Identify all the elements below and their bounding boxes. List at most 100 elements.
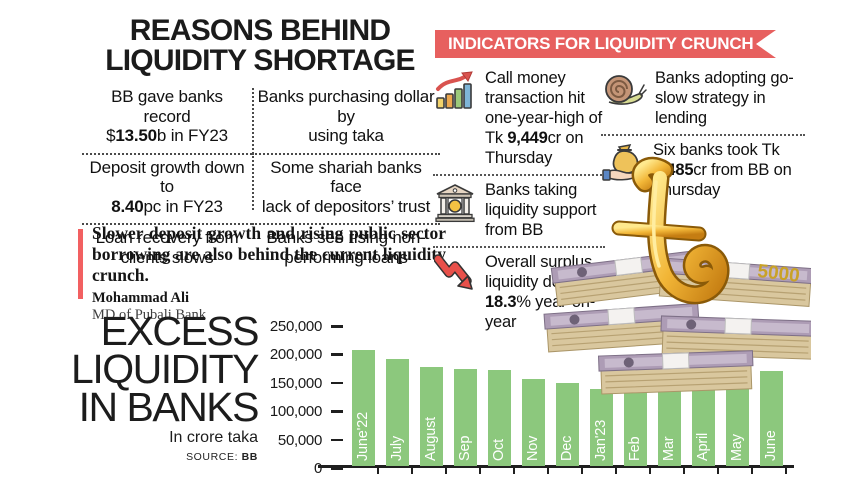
reason-cell: BB gave banks record $13.50b in FY23 — [82, 84, 252, 155]
x-tick-mark — [411, 466, 413, 474]
x-tick-mark — [513, 466, 515, 474]
x-tick-mark — [479, 466, 481, 474]
text-segment: Banks adopting go-slow strategy in lendi… — [655, 69, 794, 127]
quote-author-role: MD of Pubali Bank — [92, 307, 206, 323]
y-tick-label: 200,000 — [269, 346, 322, 364]
source-value: BB — [241, 451, 258, 463]
x-tick-mark — [377, 466, 379, 474]
bar-sep: Sep — [454, 369, 477, 466]
y-tick-label: 250,000 — [269, 318, 322, 335]
money-bag-icon — [601, 140, 645, 200]
snail-icon — [601, 68, 647, 128]
reasons-title: REASONS BEHIND LIQUIDITY SHORTAGE — [70, 16, 450, 76]
x-tick-mark — [751, 466, 753, 474]
text-segment: cr on Thursday — [485, 129, 584, 167]
indicators-banner: INDICATORS FOR LIQUIDITY CRUNCH — [435, 30, 776, 58]
text-segment: performing loans — [284, 247, 408, 267]
text-segment: Loan recovery from — [95, 228, 239, 247]
bar-feb: Feb — [624, 380, 647, 466]
quote-block: Slower deposit growth and rising public … — [92, 223, 446, 324]
bar-may: May — [726, 373, 749, 466]
x-tick-mark — [785, 466, 787, 474]
reason-cell: Some shariah banks face lack of depositor… — [252, 155, 440, 225]
down-arrow-icon — [433, 252, 477, 332]
indicator-item: Call money transaction hit one-year-high… — [433, 64, 605, 176]
x-tick-mark — [683, 466, 685, 474]
bar-june22: June'22 — [352, 350, 375, 466]
text-segment: using taka — [308, 126, 384, 145]
reason-cell: Banks see rising non-performing loans — [252, 225, 440, 274]
bar-nov: Nov — [522, 378, 545, 466]
y-tick-mark — [331, 325, 343, 328]
text-segment: clients slows — [120, 247, 214, 267]
chart-unit-label: In crore taka — [169, 429, 258, 446]
x-axis-line — [318, 465, 794, 468]
bank-icon — [433, 180, 477, 240]
banknote-value: 5000 — [756, 261, 801, 287]
bar-month-label: June — [763, 430, 779, 461]
chart-source: SOURCE: BB — [38, 451, 258, 463]
x-tick-mark — [581, 466, 583, 474]
bar-month-label: Feb — [627, 436, 643, 461]
text-segment: 13.50 — [115, 126, 157, 145]
reasons-grid: BB gave banks record $13.50b in FY23 Bank… — [82, 84, 440, 274]
text-segment: cr from BB on Thursday — [653, 161, 792, 199]
bar-month-label: July — [389, 436, 405, 461]
bar-month-label: August — [423, 417, 439, 461]
y-tick-mark — [331, 467, 343, 470]
text-segment: pc in FY23 — [143, 196, 223, 216]
bar-mar: Mar — [658, 378, 681, 466]
y-tick-label: 0 — [313, 460, 322, 477]
x-tick-mark — [717, 466, 719, 474]
text-segment: Banks purchasing dollar by — [257, 87, 435, 126]
bar-june: June — [760, 370, 783, 466]
quote-author: Mohammad Ali — [92, 290, 190, 306]
reason-cell: Deposit growth down to 8.40pc in FY23 — [82, 155, 252, 225]
bar-august: August — [420, 367, 443, 466]
quote-text: Slower deposit growth and rising public … — [92, 223, 446, 285]
x-tick-mark — [547, 466, 549, 474]
text-segment: 18.3 — [485, 293, 517, 311]
chart-title-line1: EXCESS — [100, 308, 260, 354]
text-segment: Six banks took Tk — [653, 141, 780, 159]
source-label: SOURCE: — [186, 451, 242, 463]
indicator-item: Six banks took Tk 3,485cr from BB on Thu… — [601, 136, 805, 206]
y-tick-label: 150,000 — [269, 374, 322, 392]
text-segment: b in FY23 — [156, 126, 228, 145]
bar-july: July — [386, 358, 409, 466]
x-tick-mark — [615, 466, 617, 474]
y-tick-label: 50,000 — [277, 431, 322, 449]
indicator-text: Call money transaction hit one-year-high… — [485, 68, 605, 168]
chart-title-line3: IN BANKS — [78, 384, 260, 430]
text-segment: Some shariah banks face — [270, 157, 422, 197]
banknotes-icon: 5000 — [543, 248, 811, 395]
bar-plot: June'22 July August Sep Oct Nov Dec Jan'23 Feb Ma… — [352, 324, 798, 466]
indicator-text: Banks adopting go-slow strategy in lendi… — [655, 68, 805, 128]
text-segment: BB gave banks record — [111, 87, 223, 126]
text-segment: Deposit growth down to — [89, 157, 245, 197]
bar-chart-up-icon — [433, 68, 477, 168]
bar-oct: Oct — [488, 370, 511, 466]
bar-month-label: June'22 — [355, 412, 371, 461]
reason-cell: Loan recovery from clients slows — [82, 225, 252, 274]
quote-accent-bar — [78, 229, 83, 299]
bar-month-label: Dec — [559, 435, 575, 461]
bar-month-label: Jan'23 — [593, 419, 609, 461]
chart-title: EXCESS LIQUIDITY IN BANKS In crore taka … — [38, 308, 260, 464]
text-segment: 9,449 — [507, 129, 548, 147]
indicator-text: Banks taking liquidity support from BB — [485, 180, 605, 240]
reasons-title-line2: LIQUIDITY SHORTAGE — [105, 44, 415, 77]
y-tick-mark — [331, 381, 343, 385]
y-tick-mark — [331, 438, 343, 442]
indicator-text: Six banks took Tk 3,485cr from BB on Thu… — [653, 140, 805, 200]
indicator-item: Banks adopting go-slow strategy in lendi… — [601, 64, 805, 136]
reason-cell: Banks purchasing dollar by using taka — [252, 84, 440, 155]
x-tick-mark — [445, 466, 447, 474]
reasons-title-line1: REASONS BEHIND — [129, 14, 391, 47]
text-segment: $ — [106, 126, 116, 145]
y-tick-mark — [331, 410, 343, 413]
y-tick-mark — [331, 353, 343, 356]
taka-symbol-icon — [611, 156, 730, 305]
bar-month-label: May — [729, 434, 745, 461]
